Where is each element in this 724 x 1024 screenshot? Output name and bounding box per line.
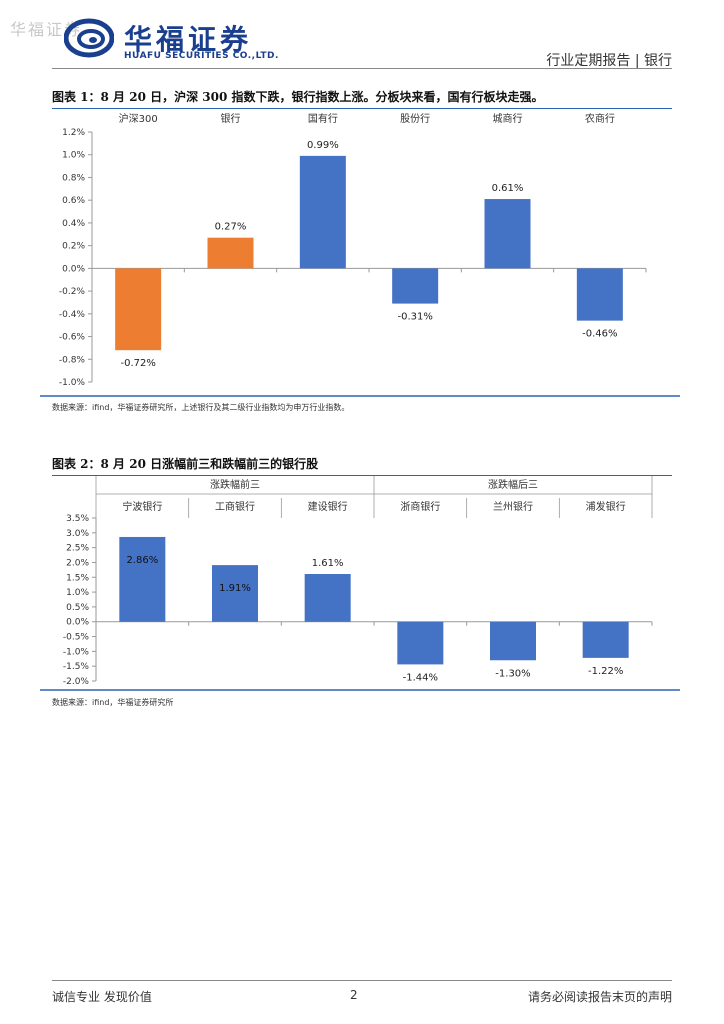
y-tick-label: -1.5%: [63, 662, 90, 672]
y-tick-label: 1.5%: [66, 573, 89, 583]
data-label-2: 0.27%: [215, 222, 247, 233]
bar-6: [576, 268, 623, 321]
bar-6: [582, 621, 629, 658]
data-label-4: -0.31%: [397, 312, 432, 323]
figure2-chart: 3.5% 3.0% 2.5% 2.0% 1.5% 1.0% 0.5% 0.0% -0.5% -1.…: [40, 476, 680, 691]
figure1-title: 图表 1：8 月 20 日，沪深 300 指数下跌，银行指数上涨。分板块来看，国…: [52, 88, 672, 109]
data-label-3: 1.61%: [312, 558, 344, 569]
huafu-logo-icon: [64, 18, 114, 58]
bar-5: [490, 621, 536, 661]
data-label-3: 0.99%: [307, 140, 339, 151]
y-tick-label: 2.0%: [66, 558, 89, 568]
y-tick-label: 0.8%: [62, 173, 85, 183]
group-label-2: 涨跌幅后三: [488, 478, 538, 491]
category-label-6: 农商行: [585, 112, 615, 125]
bar-2: [207, 237, 254, 269]
category-label-3: 国有行: [308, 112, 338, 125]
report-type: 行业定期报告 | 银行: [546, 53, 672, 69]
data-label-1: -0.72%: [120, 358, 155, 369]
y-tick-label: 0.5%: [66, 603, 89, 613]
y-tick-label: 0.2%: [62, 242, 85, 252]
y-tick-label: -0.6%: [59, 333, 86, 343]
category-label-6: 浦发银行: [586, 500, 626, 513]
bar-4: [397, 621, 444, 665]
category-label-2: 银行: [221, 112, 241, 125]
category-label-1: 沪深300: [119, 112, 158, 125]
watermark-text: 华福证券: [10, 20, 83, 39]
y-tick-label: -1.0%: [59, 378, 86, 388]
category-label-1: 宁波银行: [122, 500, 162, 513]
category-label-5: 城商行: [493, 112, 523, 125]
y-tick-label: -0.5%: [63, 633, 90, 643]
y-tick-label: 3.0%: [66, 529, 89, 539]
group-label-1: 涨跌幅前三: [210, 478, 260, 491]
data-label-6: -0.46%: [582, 329, 617, 340]
bar-4: [392, 268, 439, 304]
y-tick-label: 1.2%: [62, 128, 85, 138]
y-tick-label: 1.0%: [62, 151, 85, 161]
category-label-4: 浙商银行: [400, 500, 440, 513]
y-tick-label: 1.0%: [66, 588, 89, 598]
y-tick-label: -0.4%: [59, 310, 86, 320]
y-tick-label: 0.0%: [62, 264, 85, 274]
data-label-5: -1.30%: [495, 668, 530, 679]
brand-name-en: HUAFU SECURITIES CO.,LTD.: [124, 51, 279, 61]
data-label-5: 0.61%: [492, 183, 524, 194]
y-tick-label: 2.5%: [66, 544, 89, 554]
category-label-5: 兰州银行: [493, 500, 533, 513]
y-tick-label: 0.4%: [62, 219, 85, 229]
bar-3: [304, 574, 351, 622]
bar-2: [212, 565, 258, 622]
data-label-2: 1.91%: [219, 583, 251, 594]
bar-1: [119, 536, 166, 622]
data-label-4: -1.44%: [403, 672, 438, 683]
bar-1: [115, 268, 162, 351]
page-number: 2: [350, 988, 358, 1002]
footer-disclaimer: 请务必阅读报告末页的声明: [527, 990, 672, 1004]
footer-divider: [52, 980, 672, 981]
category-label-4: 股份行: [400, 112, 430, 125]
y-tick-label: -0.2%: [59, 287, 86, 297]
figure1-chart: 1.2% 1.0% 0.8% 0.6% 0.4% 0.2% 0.0% -0.2% -0.4% -0…: [40, 112, 680, 397]
category-label-3: 建设银行: [308, 500, 348, 513]
footer-slogan: 诚信专业 发现价值: [52, 990, 152, 1004]
bar-3: [299, 155, 346, 269]
figure2-title: 图表 2：8 月 20 日涨幅前三和跌幅前三的银行股: [52, 455, 672, 476]
bar-5: [484, 199, 531, 269]
brand-name: 华福证券: [124, 23, 253, 56]
y-tick-label: -0.8%: [59, 355, 86, 365]
y-tick-label: 0.6%: [62, 196, 85, 206]
data-label-1: 2.86%: [126, 555, 158, 566]
figure1-source: 数据来源：ifind，华福证券研究所，上述银行及其二级行业指数均为申万行业指数。: [52, 403, 350, 412]
data-label-6: -1.22%: [588, 666, 623, 677]
y-tick-label: 3.5%: [66, 514, 89, 524]
y-tick-label: 0.0%: [66, 618, 89, 628]
figure2-source: 数据来源：ifind，华福证券研究所: [52, 698, 174, 707]
header-divider: [52, 68, 672, 69]
category-label-2: 工商银行: [215, 500, 255, 513]
y-tick-label: -2.0%: [63, 677, 90, 687]
y-tick-label: -1.0%: [63, 647, 90, 657]
